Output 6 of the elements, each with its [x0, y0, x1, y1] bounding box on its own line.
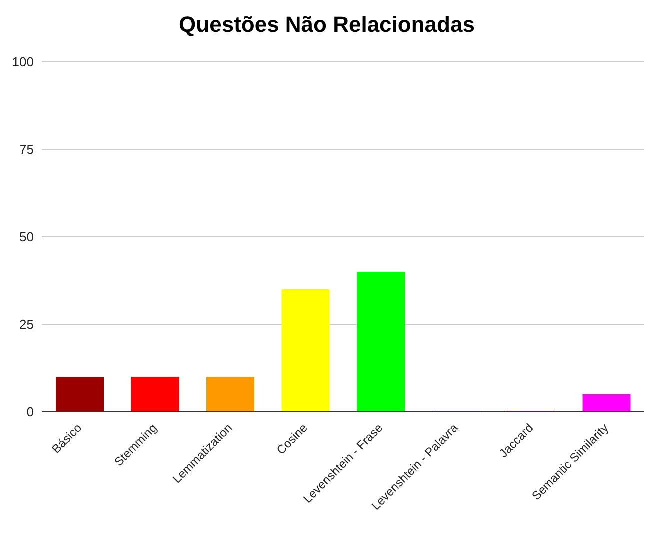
y-tick-label: 100	[12, 54, 34, 70]
y-tick-label: 0	[26, 404, 34, 420]
chart-title: Questões Não Relacionadas	[178, 12, 476, 39]
y-tick-label: 50	[20, 230, 34, 245]
y-tick-label: 75	[20, 142, 34, 158]
y-tick-label: 25	[20, 317, 34, 332]
